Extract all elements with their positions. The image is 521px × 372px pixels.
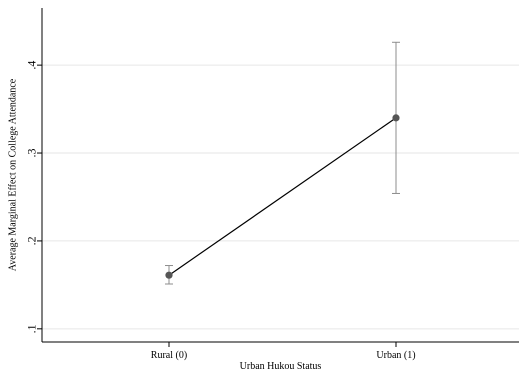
x-tick-label: Urban (1) xyxy=(376,350,415,361)
gridlines xyxy=(42,64,519,330)
series-line xyxy=(168,117,397,276)
data-point xyxy=(392,114,400,122)
series-line-path xyxy=(168,117,397,276)
axes xyxy=(41,8,519,343)
data-points xyxy=(165,114,400,279)
error-bars xyxy=(165,41,400,285)
y-axis-title: Average Marginal Effect on College Atten… xyxy=(7,78,18,271)
y-tick-label: .4 xyxy=(25,61,39,70)
y-tick-label: .3 xyxy=(25,149,39,158)
x-axis-title: Urban Hukou Status xyxy=(240,361,322,372)
y-tick-label: .1 xyxy=(25,324,39,333)
x-tick-label: Rural (0) xyxy=(151,350,187,361)
ticks: .1 .2 .3 .4 Rural (0) Urban (1) xyxy=(25,61,416,361)
y-tick-label: .2 xyxy=(25,236,39,245)
data-point xyxy=(165,271,173,279)
